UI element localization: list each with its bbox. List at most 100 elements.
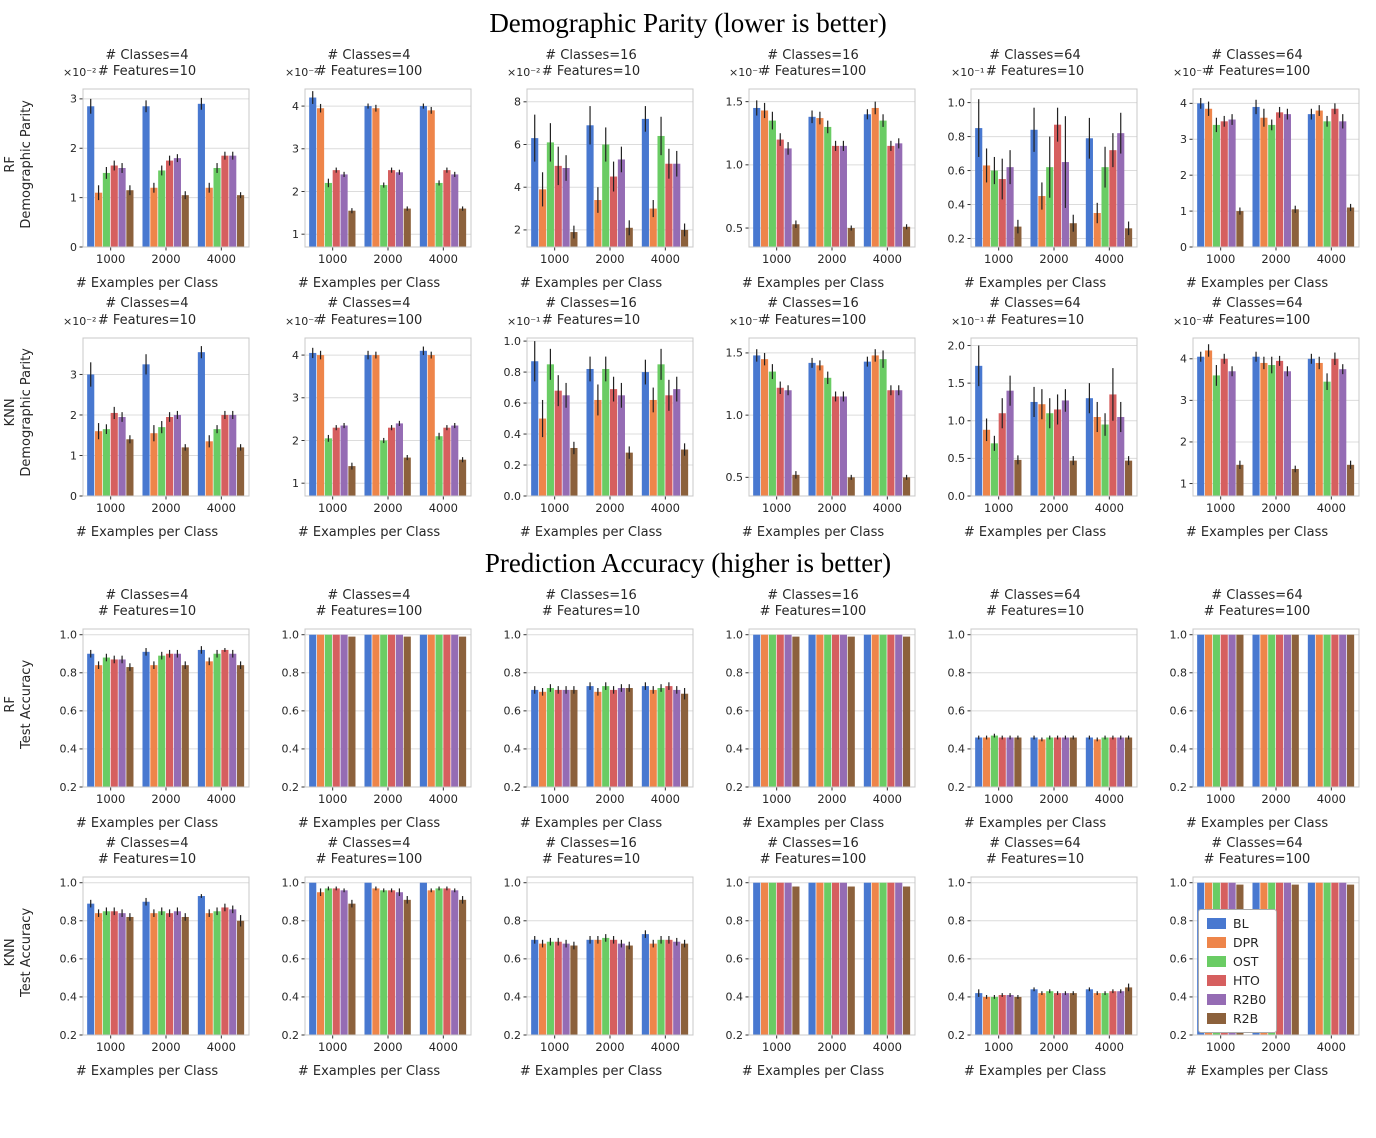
bar-HTO [332,170,340,248]
bar-HTO [665,939,673,1035]
bar-R2B [681,693,689,787]
bar-DPR [150,432,158,496]
y-tick-label: 1.0 [726,877,744,890]
bar-HTO [554,166,562,248]
bar-BL [1307,114,1315,248]
bar-HTO [1220,634,1228,787]
bar-R2B0 [839,146,847,248]
y-tick-label: 0.4 [504,991,522,1004]
bar-BL [364,106,372,248]
x-tick-label: 4000 [1095,792,1124,806]
subplot-title-line2: # Features=100 [315,64,423,80]
legend-label: BL [1233,915,1249,931]
bar-HTO [1109,150,1117,248]
y-tick-label: 2 [292,434,299,447]
bar-DPR [1315,882,1323,1035]
subplot-title-line1: # Classes=4 [327,835,411,851]
bar-OST [1046,737,1054,787]
y-tick-label: 0 [70,489,77,502]
bar-HTO [1331,882,1339,1035]
bar-R2B [1347,207,1355,248]
bar-chart: 0.2 0.4 0.6 0.8 1.0 1000 2000 4000 [504,628,694,806]
bar-HTO [998,995,1006,1035]
subplot-title-line1: # Classes=64 [1211,296,1303,312]
bar-OST [1268,125,1276,248]
bar-R2B0 [340,425,348,496]
bar-R2B [1069,223,1077,248]
bar-BL [586,939,594,1035]
y-tick-label: 0.4 [282,742,300,755]
x-tick-label: 4000 [207,1040,236,1054]
axis-scale-label: ×10⁻¹ [1173,66,1207,80]
bar-R2B [625,687,633,787]
y-tick-label: 6 [514,139,521,152]
bar-R2B [792,224,800,248]
subplot-title-line2: # Features=10 [541,312,641,328]
bar-BL [142,901,150,1035]
bar-BL [1085,989,1093,1035]
bar-DPR [372,354,380,496]
bar-R2B [1125,737,1133,787]
y-tick-label: 1.0 [282,877,300,890]
subplot-title-line1: # Classes=64 [1211,587,1303,603]
subplot-title-line2: # Features=100 [315,312,423,328]
bar-R2B0 [562,168,570,248]
bar-R2B0 [784,634,792,787]
subplot-title-line2: # Features=10 [97,603,197,619]
bar-R2B [1069,993,1077,1035]
x-axis-label: # Examples per Class [1185,815,1329,831]
axis-scale-label: ×10⁻¹ [951,314,985,328]
bar-R2B [903,886,911,1035]
y-tick-label: 0.8 [282,915,300,928]
row-label-line1: KNN [2,938,18,967]
subplot-title-line1: # Classes=4 [105,296,189,312]
bar-DPR [982,737,991,787]
y-tick-label: 0 [70,241,77,254]
bar-R2B0 [562,689,570,787]
bar-BL [419,350,427,496]
axis-scale-label: ×10⁻² [507,66,541,80]
y-tick-label: 1 [1180,477,1187,490]
bar-OST [158,426,166,496]
bar-HTO [1276,882,1284,1035]
x-tick-label: 1000 [984,792,1013,806]
bar-R2B [181,664,189,787]
x-tick-label: 1000 [540,792,569,806]
bar-OST [602,144,610,248]
bar-HTO [1220,121,1228,248]
x-tick-label: 2000 [1039,792,1068,806]
bar-DPR [816,634,824,787]
y-tick-label: 4 [1180,352,1187,365]
y-tick-label: 0.8 [60,915,78,928]
bar-HTO [887,389,895,496]
bar-DPR [372,108,380,248]
subplot-title-row2: # Features=100 [1146,604,1368,621]
bar-R2B0 [395,892,403,1035]
bar-BL [1252,634,1260,787]
bar-R2B0 [118,659,126,787]
plot-border [304,337,472,496]
bar-R2B [459,899,467,1035]
bar-R2B [1125,460,1133,496]
bar-DPR [1260,117,1268,248]
bar-R2B0 [562,394,570,496]
plot-border [526,337,694,496]
bar-DPR [1204,349,1213,496]
bar-R2B [1291,468,1299,496]
bar-BL [531,939,539,1035]
bar-OST [768,882,776,1035]
bar-OST [602,685,610,787]
plot-border [304,876,472,1036]
subplot-title-line2: # Features=10 [985,852,1085,867]
row-label-line2: Demographic Parity [19,100,34,229]
bar-DPR [372,634,380,787]
bar-HTO [110,412,118,496]
y-tick-label: 0.4 [1170,991,1188,1004]
y-tick-label: 3 [292,391,299,404]
bar-OST [990,170,998,248]
x-tick-label: 2000 [151,252,180,266]
bar-HTO [443,888,451,1035]
subplot-title-row2: ×10⁻¹ # Features=100 [702,64,924,81]
subplot-r2-c0: # Classes=4 # Features=10 0.2 0.4 0.6 0.8 1.0 1… [36,583,258,831]
legend-label: R2B0 [1233,991,1267,1007]
